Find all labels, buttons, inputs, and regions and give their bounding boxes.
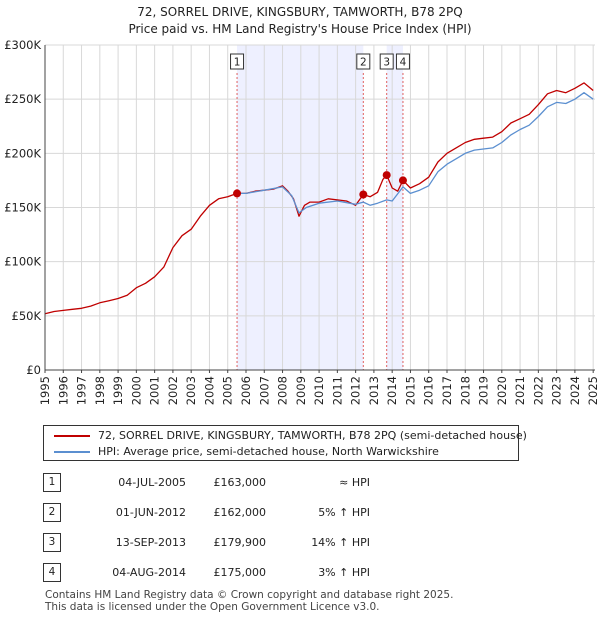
- y-tick-label: £150K: [4, 201, 41, 215]
- sale-price: £179,900: [213, 536, 267, 549]
- x-tick-label: 1996: [56, 376, 70, 405]
- sale-number-badge: 2: [43, 503, 61, 522]
- x-tick-label: 1997: [75, 376, 89, 405]
- footer-line-copyright: Contains HM Land Registry data © Crown c…: [45, 589, 454, 601]
- table-row: 4 04-AUG-2014 £175,000 3% ↑ HPI: [0, 563, 600, 583]
- x-tick-label: 2002: [166, 376, 180, 405]
- sale-number-badge: 1: [43, 473, 61, 492]
- x-tick-label: 2005: [221, 376, 235, 405]
- x-tick-label: 2018: [458, 376, 472, 405]
- legend: 72, SORREL DRIVE, KINGSBURY, TAMWORTH, B…: [43, 425, 527, 461]
- sale-number-badge: 4: [43, 563, 61, 582]
- y-tick-label: £0: [26, 363, 41, 377]
- table-row: 2 01-JUN-2012 £162,000 5% ↑ HPI: [0, 503, 600, 523]
- x-tick-label: 2010: [312, 376, 326, 405]
- sale-hpi-comparison: 3% ↑ HPI: [318, 566, 370, 579]
- sale-price: £175,000: [213, 566, 267, 579]
- y-tick-label: £50K: [12, 309, 42, 323]
- y-tick-label: £200K: [4, 146, 41, 160]
- sale-label-box: [379, 53, 394, 70]
- x-tick-label: 2007: [257, 376, 271, 405]
- footer-attribution: Contains HM Land Registry data © Crown c…: [45, 589, 453, 613]
- y-tick-label: £100K: [4, 255, 41, 269]
- x-tick-label: 2025: [586, 376, 600, 405]
- price-chart: 72, SORREL DRIVE, KINGSBURY, TAMWORTH, B…: [4, 5, 600, 405]
- sale-label-text: 2: [360, 57, 367, 69]
- legend-property-label: 72, SORREL DRIVE, KINGSBURY, TAMWORTH, B…: [98, 429, 527, 442]
- x-tick-label: 2022: [531, 376, 545, 405]
- sale-number-badge: 3: [43, 533, 61, 552]
- x-tick-label: 2015: [403, 376, 417, 405]
- chart-subtitle: Price paid vs. HM Land Registry's House …: [128, 22, 471, 36]
- x-tick-label: 2008: [276, 376, 290, 405]
- x-tick-label: 2020: [495, 376, 509, 405]
- x-tick-label: 2006: [239, 376, 253, 405]
- x-tick-label: 2023: [550, 376, 564, 405]
- x-tick-label: 2017: [440, 376, 454, 405]
- sale-price: £162,000: [213, 506, 267, 519]
- sale-label-box: [356, 53, 371, 70]
- sale-date: 13-SEP-2013: [115, 536, 186, 549]
- sale-hpi-comparison: ≈ HPI: [339, 476, 370, 489]
- sale-label-box: [395, 53, 410, 70]
- sale-price: £163,000: [213, 476, 267, 489]
- table-row: 1 04-JUL-2005 £163,000 ≈ HPI: [0, 473, 600, 493]
- x-tick-label: 2003: [184, 376, 198, 405]
- legend-item-hpi: HPI: Average price, semi-detached house,…: [54, 444, 439, 460]
- x-tick-label: 2016: [422, 376, 436, 405]
- sale-label-text: 4: [400, 57, 407, 69]
- sale-date: 04-AUG-2014: [112, 566, 186, 579]
- x-tick-label: 2013: [367, 376, 381, 405]
- chart-title: 72, SORREL DRIVE, KINGSBURY, TAMWORTH, B…: [137, 5, 462, 19]
- x-tick-label: 1999: [111, 376, 125, 405]
- y-tick-label: £250K: [4, 92, 41, 106]
- sale-point: [233, 189, 242, 198]
- sale-hpi-comparison: 14% ↑ HPI: [311, 536, 370, 549]
- sale-date: 01-JUN-2012: [115, 506, 186, 519]
- y-tick-label: £300K: [4, 38, 41, 52]
- table-row: 3 13-SEP-2013 £179,900 14% ↑ HPI: [0, 533, 600, 553]
- sale-date: 04-JUL-2005: [118, 476, 186, 489]
- x-tick-label: 2000: [129, 376, 143, 405]
- sale-point: [382, 171, 391, 180]
- hpi-line-swatch: [54, 451, 90, 453]
- sale-label-text: 1: [234, 57, 241, 69]
- x-tick-label: 2019: [477, 376, 491, 405]
- footer-line-licence: This data is licensed under the Open Gov…: [45, 601, 380, 613]
- x-tick-label: 1998: [93, 376, 107, 405]
- x-tick-label: 2004: [202, 376, 216, 405]
- legend-hpi-label: HPI: Average price, semi-detached house,…: [98, 445, 439, 458]
- x-tick-label: 2009: [294, 376, 308, 405]
- sale-point: [359, 190, 368, 199]
- x-tick-label: 2001: [148, 376, 162, 405]
- x-tick-label: 2012: [349, 376, 363, 405]
- property-line-swatch: [54, 435, 90, 437]
- x-tick-label: 2011: [330, 376, 344, 405]
- x-tick-label: 2021: [513, 376, 527, 405]
- sale-hpi-comparison: 5% ↑ HPI: [318, 506, 370, 519]
- sale-label-text: 3: [383, 57, 390, 69]
- x-tick-label: 1995: [38, 376, 52, 405]
- property-price-line: [44, 82, 594, 315]
- x-tick-label: 2014: [385, 376, 399, 405]
- sale-point: [398, 176, 407, 185]
- sale-label-box: [230, 53, 245, 70]
- hpi-line: [237, 92, 594, 214]
- x-tick-label: 2024: [568, 376, 582, 405]
- legend-item-property: 72, SORREL DRIVE, KINGSBURY, TAMWORTH, B…: [54, 428, 527, 444]
